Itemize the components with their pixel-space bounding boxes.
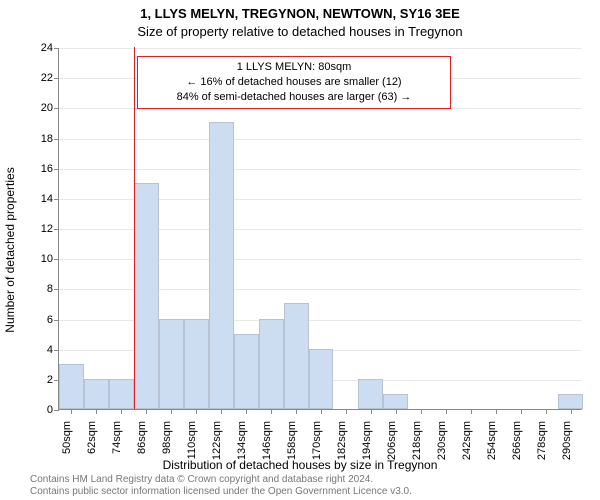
histogram-bar <box>234 334 259 409</box>
ytick-label: 6 <box>47 314 53 326</box>
ytick-label: 2 <box>47 374 53 386</box>
histogram-plot: 02468101214161820222450sqm62sqm74sqm86sq… <box>58 48 582 410</box>
xtick-label: 134sqm <box>236 421 248 460</box>
xtick-label: 110sqm <box>186 421 198 459</box>
xtick-label: 170sqm <box>311 421 323 460</box>
ytick-label: 10 <box>41 253 53 265</box>
xtick-mark <box>146 409 147 414</box>
xtick-label: 50sqm <box>61 421 73 454</box>
ytick-label: 12 <box>41 223 53 235</box>
xtick-mark <box>221 409 222 414</box>
xtick-mark <box>96 409 97 414</box>
xtick-mark <box>71 409 72 414</box>
ytick-label: 16 <box>41 163 53 175</box>
histogram-bar <box>84 379 109 409</box>
xtick-mark <box>471 409 472 414</box>
ytick-label: 4 <box>47 344 53 356</box>
xtick-label: 230sqm <box>436 421 448 460</box>
ytick-mark <box>54 108 59 109</box>
gridline <box>59 48 582 49</box>
annotation-line-1: 1 LLYS MELYN: 80sqm <box>144 60 444 75</box>
histogram-bar <box>134 183 159 409</box>
xtick-label: 146sqm <box>261 421 273 460</box>
xtick-mark <box>171 409 172 414</box>
histogram-bar <box>209 122 234 409</box>
ytick-mark <box>54 78 59 79</box>
xtick-label: 290sqm <box>561 421 573 460</box>
ytick-label: 0 <box>47 404 53 416</box>
histogram-bar <box>284 303 309 409</box>
gridline <box>59 139 582 140</box>
address-title: 1, LLYS MELYN, TREGYNON, NEWTOWN, SY16 3… <box>0 6 600 21</box>
histogram-bar <box>159 319 184 410</box>
histogram-bar <box>383 394 408 409</box>
ytick-mark <box>54 410 59 411</box>
xtick-label: 194sqm <box>361 421 373 460</box>
xtick-mark <box>121 409 122 414</box>
xtick-label: 74sqm <box>111 421 123 454</box>
ytick-mark <box>54 350 59 351</box>
xtick-label: 86sqm <box>136 421 148 454</box>
xtick-mark <box>521 409 522 414</box>
subtitle: Size of property relative to detached ho… <box>0 24 600 39</box>
xtick-label: 278sqm <box>536 421 548 460</box>
ytick-mark <box>54 289 59 290</box>
histogram-bar <box>109 379 134 409</box>
xtick-mark <box>446 409 447 414</box>
xtick-label: 182sqm <box>336 421 348 460</box>
histogram-bar <box>259 319 284 410</box>
y-axis-label: Number of detached properties <box>3 167 17 332</box>
ytick-mark <box>54 48 59 49</box>
histogram-bar <box>358 379 383 409</box>
ytick-label: 20 <box>41 102 53 114</box>
xtick-mark <box>546 409 547 414</box>
xtick-label: 242sqm <box>461 421 473 460</box>
histogram-bar <box>309 349 334 409</box>
ytick-label: 18 <box>41 133 53 145</box>
ytick-mark <box>54 229 59 230</box>
xtick-mark <box>321 409 322 414</box>
ytick-mark <box>54 259 59 260</box>
xtick-label: 122sqm <box>211 421 223 460</box>
xtick-label: 218sqm <box>411 421 423 460</box>
xtick-mark <box>346 409 347 414</box>
reference-line <box>134 47 135 409</box>
histogram-bar <box>184 319 209 410</box>
attribution: Contains HM Land Registry data © Crown c… <box>30 474 412 498</box>
histogram-bar <box>59 364 84 409</box>
xtick-mark <box>296 409 297 414</box>
annotation-line-3: 84% of semi-detached houses are larger (… <box>144 90 444 105</box>
xtick-label: 254sqm <box>486 421 498 460</box>
xtick-label: 158sqm <box>286 421 298 460</box>
ytick-mark <box>54 139 59 140</box>
xtick-mark <box>246 409 247 414</box>
annotation-box: 1 LLYS MELYN: 80sqm← 16% of detached hou… <box>137 56 451 109</box>
ytick-label: 14 <box>41 193 53 205</box>
xtick-mark <box>396 409 397 414</box>
xtick-label: 206sqm <box>386 421 398 460</box>
attribution-line-2: Contains public sector information licen… <box>30 486 412 498</box>
x-axis-label: Distribution of detached houses by size … <box>0 458 600 472</box>
ytick-mark <box>54 320 59 321</box>
xtick-label: 98sqm <box>161 421 173 454</box>
xtick-mark <box>571 409 572 414</box>
xtick-mark <box>371 409 372 414</box>
ytick-label: 22 <box>41 72 53 84</box>
histogram-bar <box>558 394 583 409</box>
xtick-mark <box>271 409 272 414</box>
xtick-label: 266sqm <box>511 421 523 460</box>
ytick-label: 24 <box>41 42 53 54</box>
xtick-mark <box>421 409 422 414</box>
xtick-mark <box>196 409 197 414</box>
gridline <box>59 169 582 170</box>
annotation-line-2: ← 16% of detached houses are smaller (12… <box>144 75 444 90</box>
xtick-mark <box>496 409 497 414</box>
ytick-mark <box>54 199 59 200</box>
xtick-label: 62sqm <box>86 421 98 454</box>
ytick-label: 8 <box>47 283 53 295</box>
attribution-line-1: Contains HM Land Registry data © Crown c… <box>30 474 412 486</box>
ytick-mark <box>54 169 59 170</box>
